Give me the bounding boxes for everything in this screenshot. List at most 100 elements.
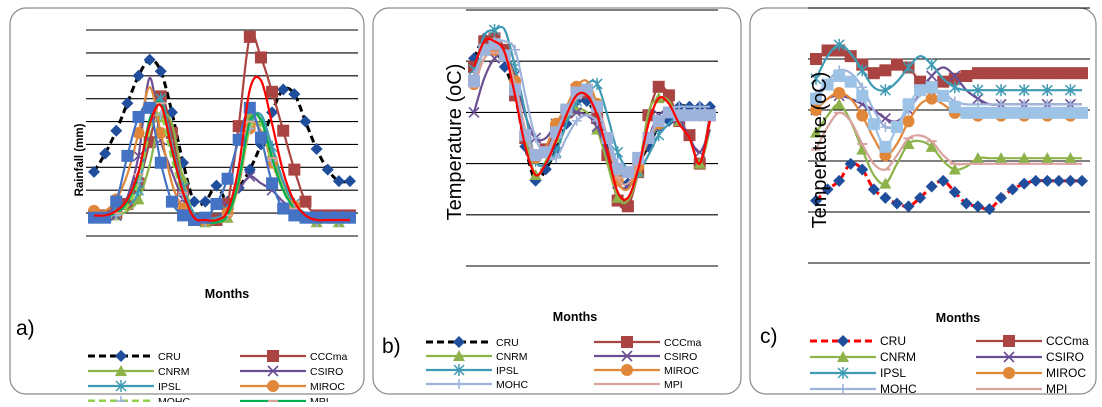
data-point: [1018, 152, 1031, 164]
legend-item-cccma: CCCma: [976, 334, 1089, 348]
legend-item-ipsl: IPSL: [426, 364, 519, 377]
legend-label: MIROC: [310, 381, 345, 393]
data-point: [1064, 106, 1077, 119]
data-point: [332, 211, 345, 224]
data-point: [937, 174, 950, 187]
legend-label: CCCma: [664, 337, 701, 349]
data-point: [468, 75, 480, 88]
legend-swatch-marker: [621, 350, 633, 362]
data-point: [925, 140, 938, 152]
data-point: [210, 179, 223, 192]
legend-item-cru: CRU: [88, 350, 181, 363]
y-axis-label: Temperature (oC): [444, 64, 466, 221]
data-point: [299, 211, 312, 224]
data-point: [344, 211, 356, 224]
legend-label: MPI: [310, 396, 329, 402]
legend-swatch-marker: [115, 380, 127, 392]
legend-item-cnrm: CNRM: [426, 350, 528, 363]
y-axis-label: Temperature (oC): [809, 72, 831, 229]
data-point: [132, 110, 145, 123]
data-point: [321, 211, 334, 224]
legend-label: CRU: [158, 351, 181, 363]
legend-swatch-marker: [837, 335, 849, 347]
legend-label: CCCma: [1046, 334, 1089, 348]
data-point: [1041, 84, 1053, 97]
data-point: [510, 44, 521, 55]
data-point: [1029, 67, 1042, 80]
legend-item-mpi: MPI: [594, 379, 683, 391]
data-point: [856, 89, 869, 102]
data-point: [833, 98, 846, 110]
panel-b: Temperature (oC) Months b) CRU CCCma CNRM CSIR…: [372, 7, 742, 395]
data-point: [880, 122, 891, 132]
series-extra-9: [93, 75, 350, 222]
legend-swatch-marker: [454, 379, 464, 389]
legend-swatch-marker: [115, 350, 127, 362]
legend-item-miroc: MIROC: [240, 380, 345, 393]
panel-frame: [372, 7, 742, 395]
data-point: [1052, 174, 1065, 187]
data-point: [995, 152, 1008, 164]
panel-frame: [749, 7, 1097, 395]
data-point: [890, 58, 903, 71]
data-point: [810, 126, 822, 138]
data-point: [154, 127, 167, 139]
series-line: [815, 111, 1082, 171]
legend-item-mohc: MOHC: [810, 382, 917, 396]
data-point: [810, 53, 822, 65]
data-point: [277, 83, 290, 96]
data-point: [154, 65, 167, 78]
data-point: [266, 85, 279, 98]
data-point: [983, 203, 996, 216]
data-point: [244, 170, 256, 183]
data-point: [1018, 84, 1030, 97]
data-point: [925, 81, 938, 94]
series-line: [814, 161, 1082, 211]
legend-label: CSIRO: [664, 351, 697, 363]
data-point: [971, 67, 984, 80]
data-point: [949, 81, 961, 94]
legend-label: MOHC: [880, 382, 917, 396]
data-point: [972, 84, 984, 97]
data-point: [948, 186, 961, 199]
data-point: [121, 149, 134, 162]
legend-item-cnrm: CNRM: [88, 365, 190, 378]
data-point: [704, 109, 716, 122]
data-point: [88, 165, 100, 178]
data-point: [971, 152, 984, 164]
data-point: [960, 70, 973, 82]
legend-label: CSIRO: [310, 366, 343, 378]
data-point: [833, 38, 845, 51]
data-point: [995, 106, 1008, 119]
legend-swatch-marker: [267, 350, 279, 362]
data-point: [867, 118, 880, 131]
legend-swatch-marker: [1003, 335, 1015, 347]
data-point: [948, 163, 961, 175]
data-point: [277, 124, 290, 137]
data-point: [143, 101, 156, 114]
data-point: [844, 50, 857, 63]
data-point: [529, 149, 542, 162]
data-point: [983, 106, 996, 119]
series-extra-9: [472, 37, 712, 201]
data-point: [488, 23, 501, 36]
legend: CRU CCCma CNRM CSIRO IPSL MIROC MOHC MPI: [810, 334, 1089, 396]
data-point: [844, 157, 857, 170]
data-point: [948, 72, 961, 85]
data-point: [821, 183, 834, 196]
data-point: [879, 64, 892, 77]
data-point: [1041, 106, 1054, 119]
data-point: [266, 177, 279, 190]
legend-label: IPSL: [496, 365, 519, 377]
panel-letter: c): [760, 325, 778, 348]
data-point: [995, 84, 1007, 97]
data-point: [995, 191, 1008, 204]
legend-item-miroc: MIROC: [976, 366, 1086, 380]
data-point: [652, 80, 665, 93]
data-point: [914, 191, 927, 204]
data-point: [530, 133, 541, 143]
data-point: [310, 143, 323, 156]
data-point: [1006, 67, 1019, 80]
legend-swatch-marker: [267, 365, 279, 377]
data-point: [926, 70, 938, 82]
